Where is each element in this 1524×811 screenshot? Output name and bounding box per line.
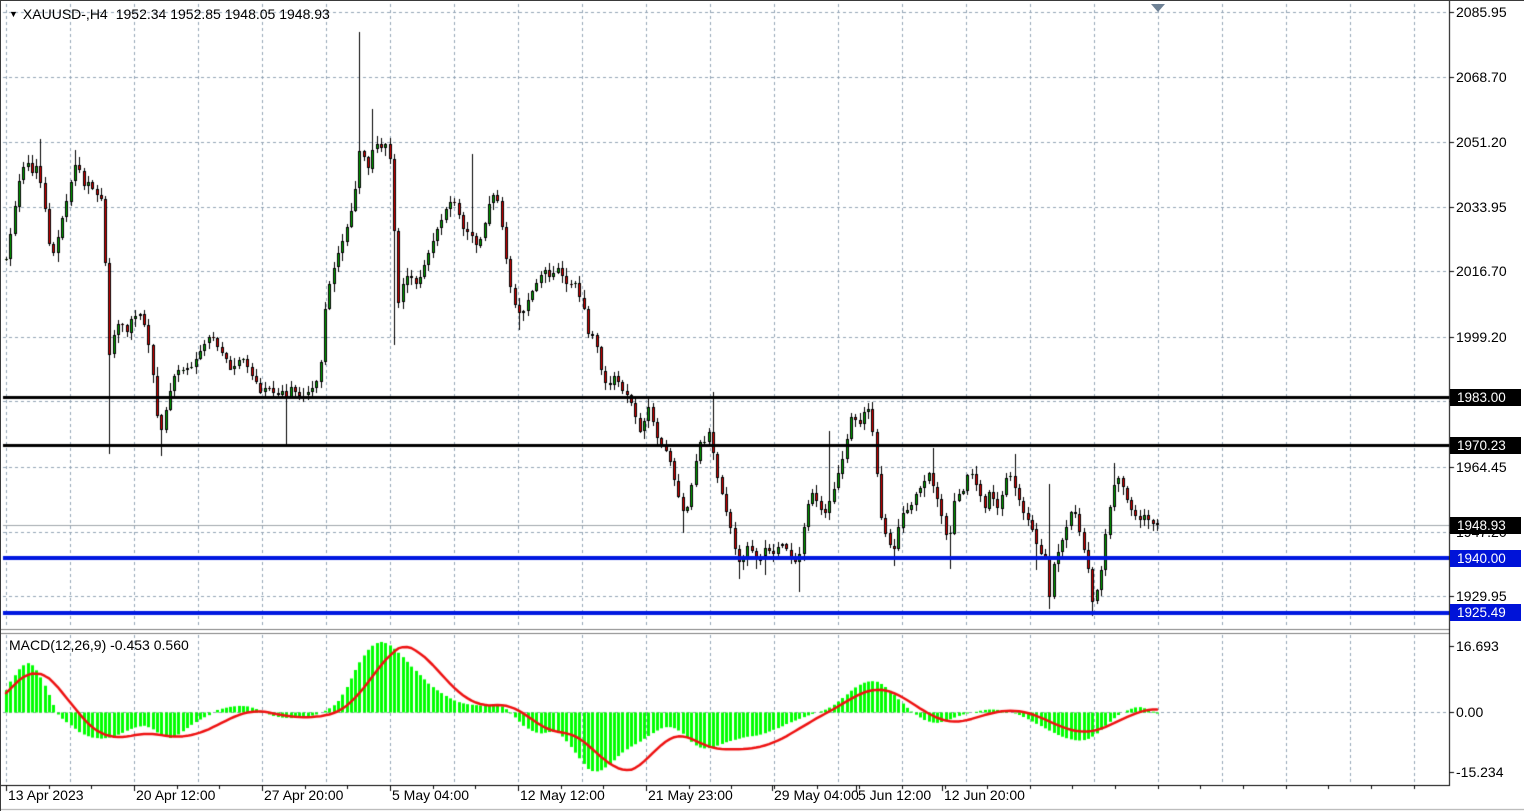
time-axis-label: 5 May 04:00 xyxy=(392,787,470,803)
time-axis-label: 12 Jun 20:00 xyxy=(944,787,1025,803)
symbol-timeframe-label: XAUUSD-,H4 xyxy=(22,6,108,22)
time-axis-label: 13 Apr 2023 xyxy=(8,787,84,803)
time-axis-label: 12 May 12:00 xyxy=(520,787,605,803)
ohlc-values: 1952.34 1952.85 1948.05 1948.93 xyxy=(115,6,330,22)
current-bar-marker-icon xyxy=(1151,4,1165,12)
price-badge-1948-93: 1948.93 xyxy=(1450,516,1521,534)
price-axis-label: 2068.70 xyxy=(1456,68,1507,85)
price-axis-label: 1999.20 xyxy=(1456,328,1507,345)
time-axis-label: 20 Apr 12:00 xyxy=(136,787,216,803)
price-badge-1940-00: 1940.00 xyxy=(1450,549,1521,567)
price-axis-label: 2085.95 xyxy=(1456,4,1507,20)
symbol-dropdown-icon: ▼ xyxy=(9,9,18,19)
price-axis-label: 2016.70 xyxy=(1456,263,1507,280)
chart-title: ▼ XAUUSD-,H4 1952.34 1952.85 1948.05 1948.… xyxy=(9,6,330,22)
time-axis-label: 21 May 23:00 xyxy=(648,787,733,803)
price-axis-label: 2033.95 xyxy=(1456,198,1507,215)
price-axis-label: 1964.45 xyxy=(1456,458,1507,475)
price-badge-1983-00: 1983.00 xyxy=(1450,388,1521,406)
time-axis[interactable] xyxy=(1,785,1524,811)
time-axis-label: 5 Jun 12:00 xyxy=(858,787,932,803)
price-axis-label: 1929.95 xyxy=(1456,588,1507,605)
time-axis-label: 29 May 04:00 xyxy=(774,787,859,803)
indicator-axis-label: 0.00 xyxy=(1456,703,1484,720)
price-badge-1970-23: 1970.23 xyxy=(1450,436,1521,454)
price-axis-label: 2051.20 xyxy=(1456,134,1507,151)
indicator-label: MACD(12,26,9) -0.453 0.560 xyxy=(9,637,189,653)
time-axis-label: 27 Apr 20:00 xyxy=(264,787,344,803)
indicator-axis-label: -15.234 xyxy=(1456,763,1504,780)
price-badge-1925-49: 1925.49 xyxy=(1450,604,1521,622)
indicator-axis-label: 16.693 xyxy=(1456,637,1499,654)
